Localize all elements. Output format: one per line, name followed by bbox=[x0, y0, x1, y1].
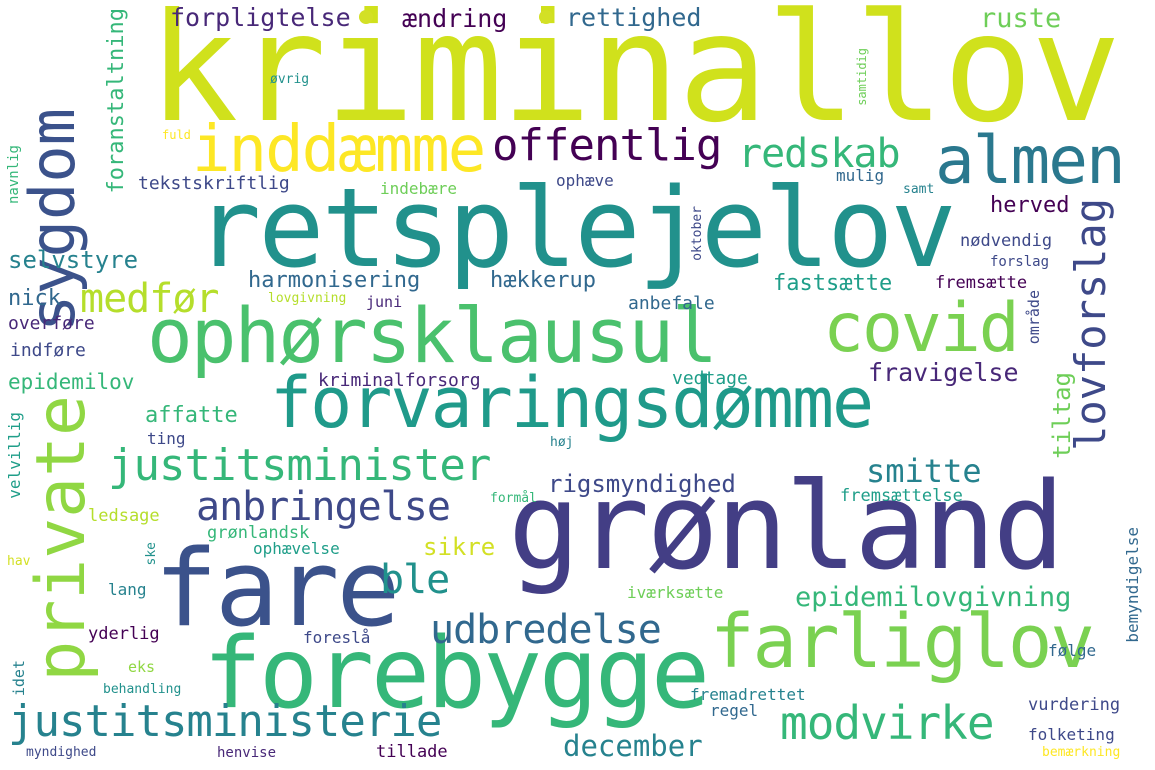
word-lovgivning: lovgivning bbox=[268, 291, 347, 306]
word-ting: ting bbox=[147, 429, 186, 448]
word-forpligtelse: forpligtelse bbox=[170, 3, 351, 32]
word-udbredelse: udbredelse bbox=[430, 607, 662, 653]
word-forvaringsdomme: forvaringsdømme bbox=[270, 362, 874, 444]
word-nodvendig: nødvendig bbox=[960, 231, 1053, 251]
word-tiltag: tiltag bbox=[1048, 372, 1076, 459]
word-anbefale: anbefale bbox=[628, 293, 715, 314]
word-indebaere: indebære bbox=[380, 179, 458, 198]
word-offentlig: offentlig bbox=[492, 120, 722, 171]
word-formal: formål bbox=[490, 491, 537, 506]
word-ophorsklausul: ophørsklausul bbox=[147, 291, 718, 380]
word-ophaeve: ophæve bbox=[556, 171, 614, 190]
word-selvstyre: selvstyre bbox=[8, 246, 139, 274]
word-rigsmyndighed: rigsmyndighed bbox=[548, 470, 736, 498]
word-ruste: ruste bbox=[980, 3, 1062, 34]
word-smitte: smitte bbox=[866, 452, 982, 490]
word-fravigelse: fravigelse bbox=[868, 358, 1019, 387]
word-redskab: redskab bbox=[738, 131, 901, 177]
word-omrade: område bbox=[1025, 290, 1043, 345]
word-henvise: henvise bbox=[217, 745, 277, 761]
word-rettighed: rettighed bbox=[566, 3, 702, 32]
word-justitsministerie: justitsministerie bbox=[8, 696, 442, 747]
word-ske: ske bbox=[144, 542, 159, 566]
word-overfore: overføre bbox=[8, 313, 95, 334]
word-hoj: høj bbox=[550, 435, 574, 450]
word-farliglov: farliglov bbox=[710, 599, 1095, 685]
word-tekstskriftlig: tekstskriftlig bbox=[138, 173, 290, 194]
word-covid: covid bbox=[823, 289, 1020, 368]
word-ledsage: ledsage bbox=[88, 506, 160, 526]
decorative-dot bbox=[539, 10, 553, 24]
word-ble: ble bbox=[380, 557, 450, 603]
word-vurdering: vurdering bbox=[1028, 695, 1121, 715]
word-fremsaette: fremsætte bbox=[935, 273, 1028, 293]
word-almen: almen bbox=[935, 122, 1126, 199]
word-inddaemme: inddæmme bbox=[192, 113, 486, 187]
word-idet: idet bbox=[10, 660, 28, 697]
word-retsplejelov: retsplejelov bbox=[195, 164, 957, 292]
word-yderlig: yderlig bbox=[88, 624, 160, 644]
word-navnlig: navnlig bbox=[6, 145, 22, 205]
word-kriminallov: kriminallov bbox=[148, 0, 1121, 156]
word-nick: nick bbox=[8, 286, 61, 311]
word-lang: lang bbox=[108, 580, 147, 599]
word-herved: herved bbox=[990, 193, 1070, 218]
word-ovrig: øvrig bbox=[270, 72, 310, 87]
word-bemyndigelse: bemyndigelse bbox=[1123, 527, 1142, 643]
word-ivaerksaette: iværksætte bbox=[627, 583, 724, 602]
word-velvillig: velvillig bbox=[5, 412, 24, 499]
word-myndighed: myndighed bbox=[26, 745, 97, 760]
word-samtidig: samtidig bbox=[855, 48, 869, 106]
word-folge: følge bbox=[1048, 641, 1097, 660]
word-mulig: mulig bbox=[836, 166, 885, 185]
word-sikre: sikre bbox=[423, 533, 496, 561]
word-regel: regel bbox=[710, 701, 759, 720]
word-fuld: fuld bbox=[162, 128, 191, 142]
word-forebygge: forebygge bbox=[203, 617, 710, 731]
word-aendring: ændring bbox=[402, 4, 508, 33]
word-lovforslag: lovforslag bbox=[1066, 198, 1115, 451]
decorative-dot bbox=[359, 10, 373, 24]
word-indfore: indføre bbox=[10, 340, 86, 361]
word-gronlandsk: grønlandsk bbox=[207, 523, 310, 543]
word-epidemilovgivning: epidemilovgivning bbox=[795, 582, 1072, 613]
word-affatte: affatte bbox=[145, 403, 238, 428]
word-folketing: folketing bbox=[1028, 725, 1115, 744]
word-haekkerup: hækkerup bbox=[490, 268, 596, 293]
word-bemaerkning: bemærkning bbox=[1042, 745, 1121, 760]
word-fremsaettelse: fremsættelse bbox=[840, 486, 963, 506]
word-fastsaette: fastsætte bbox=[773, 271, 893, 296]
word-vedtage: vedtage bbox=[672, 368, 748, 389]
word-gronland: grønland bbox=[508, 458, 1065, 597]
word-justitsminister: justitsminister bbox=[108, 440, 491, 491]
word-samt: samt bbox=[903, 182, 935, 197]
word-behandling: behandling bbox=[103, 682, 182, 697]
word-forslag: forslag bbox=[990, 254, 1050, 270]
word-fremadrettet: fremadrettet bbox=[690, 685, 806, 704]
word-epidemilov: epidemilov bbox=[8, 370, 135, 394]
word-fare: fare bbox=[154, 527, 400, 650]
word-eks: eks bbox=[128, 658, 156, 676]
word-private: private bbox=[22, 395, 101, 682]
word-hav: hav bbox=[7, 554, 31, 569]
word-juni: juni bbox=[366, 293, 403, 311]
word-kriminalforsorg: kriminalforsorg bbox=[318, 370, 481, 391]
word-ophaevelse: ophævelse bbox=[253, 539, 340, 558]
word-foresla: foreslå bbox=[303, 628, 371, 647]
word-modvirke: modvirke bbox=[780, 696, 995, 750]
word-foranstaltning: foranstaltning bbox=[104, 8, 129, 194]
word-tillade: tillade bbox=[376, 742, 448, 762]
word-anbringelse: anbringelse bbox=[196, 484, 451, 530]
word-medfor: medfør bbox=[80, 276, 219, 322]
word-harmonisering: harmonisering bbox=[248, 268, 421, 293]
word-december: december bbox=[563, 729, 703, 763]
word-oktober: oktober bbox=[690, 206, 705, 261]
